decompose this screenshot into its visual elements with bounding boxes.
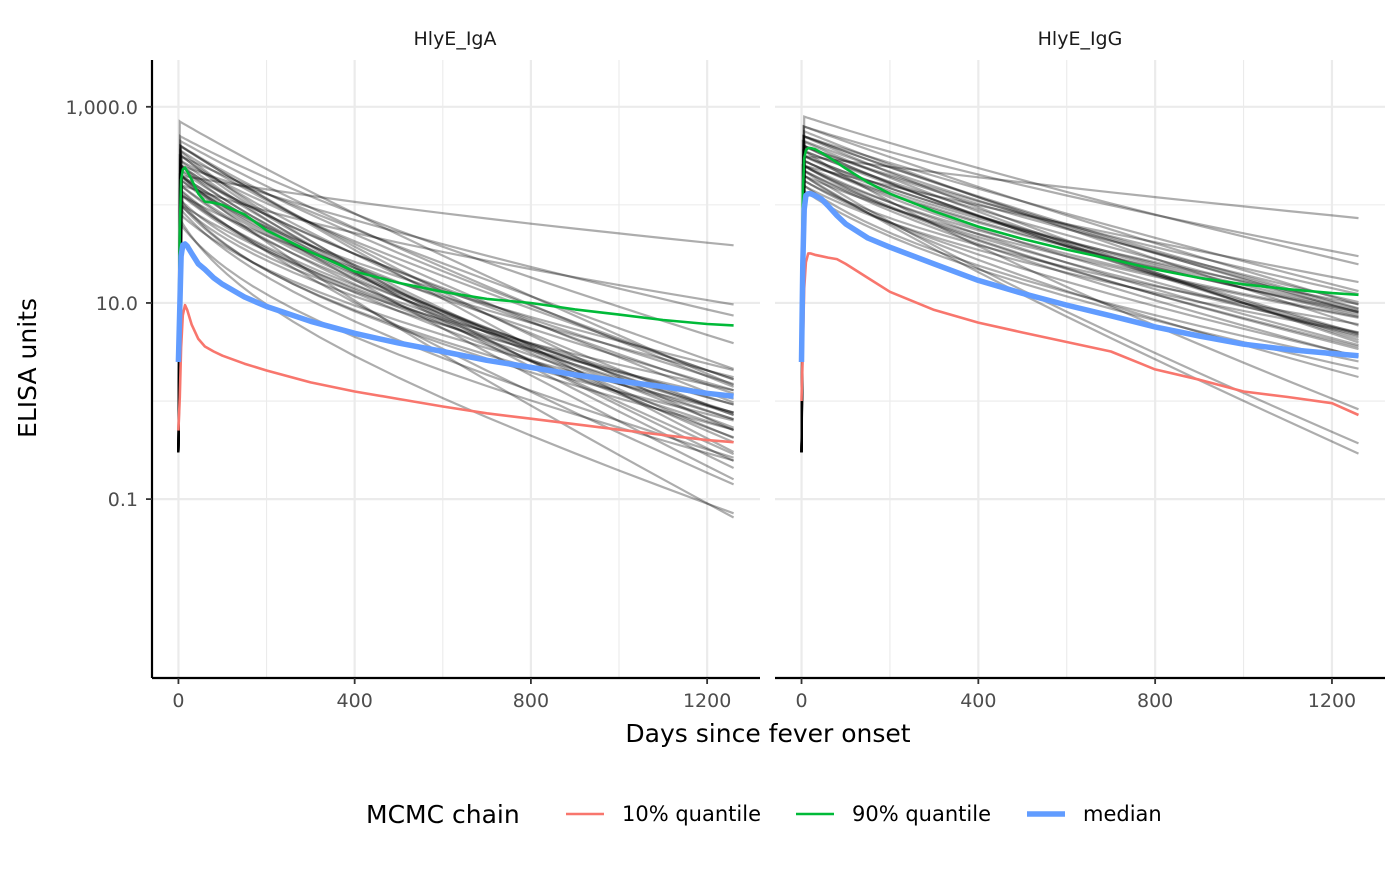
iteration-line: [800, 134, 1359, 453]
iteration-line: [177, 148, 734, 453]
x-tick-label: 1200: [1308, 690, 1356, 712]
panel-title-hlye-iga: HlyE_IgA: [414, 28, 497, 50]
iteration-line: [177, 167, 735, 456]
x-tick-label: 0: [172, 690, 184, 712]
x-tick-label: 800: [1137, 690, 1173, 712]
q90-line: [177, 166, 734, 361]
iteration-line: [177, 143, 734, 453]
iteration-line: [177, 221, 734, 462]
iteration-lines-hlye-iga: [177, 119, 735, 519]
grid-hlye-igg: [775, 60, 1385, 678]
iteration-line: [800, 134, 1359, 453]
iteration-line: [177, 153, 735, 453]
median-line: [798, 190, 1359, 363]
iteration-line: [800, 124, 1359, 453]
y-tick-label: 0.1: [108, 489, 138, 511]
x-tick-label: 400: [960, 690, 996, 712]
y-tick-label: 10.0: [96, 293, 138, 315]
y-axis-title: ELISA units: [13, 298, 42, 438]
panel-title-hlye-igg: HlyE_IgG: [1038, 28, 1123, 50]
x-tick-label: 1200: [683, 690, 731, 712]
iteration-line: [800, 115, 1359, 453]
iteration-line: [177, 154, 734, 453]
q10-line: [800, 252, 1360, 417]
legend-label-10pct: 10% quantile: [622, 802, 761, 826]
iteration-line: [177, 144, 735, 453]
panel-hlye-igg: HlyE_IgG: [775, 28, 1385, 678]
iteration-line: [177, 139, 735, 453]
iteration-line: [177, 158, 735, 469]
legend-title: MCMC chain: [366, 800, 520, 829]
axes: 0 400 800 1200 0.1 10.0 1,000.0 0 400 800 1200: [65, 60, 1385, 712]
iteration-line: [800, 129, 1359, 453]
legend: MCMC chain 10% quantile 90% quantile med…: [366, 800, 1162, 829]
q10-line: [177, 303, 734, 444]
legend-label-90pct: 90% quantile: [852, 802, 991, 826]
iteration-line: [177, 158, 734, 453]
summary-lines-hlye-igg: [798, 146, 1360, 417]
iteration-line: [800, 149, 1359, 453]
summary-lines-hlye-iga: [175, 166, 734, 444]
median-line: [175, 241, 734, 399]
iteration-line: [800, 134, 1359, 453]
x-tick-label: 400: [337, 690, 373, 712]
x-tick-label: 0: [795, 690, 807, 712]
x-tick-label: 800: [513, 690, 549, 712]
panel-hlye-iga: HlyE_IgA: [152, 28, 760, 678]
y-tick-label: 1,000.0: [65, 97, 138, 119]
iteration-line: [177, 119, 735, 453]
iteration-line: [177, 163, 734, 453]
iteration-lines-hlye-igg: [800, 115, 1359, 455]
grid-hlye-iga: [152, 60, 760, 678]
iteration-line: [800, 124, 1359, 453]
x-axis-title: Days since fever onset: [625, 719, 910, 748]
q90-line: [800, 146, 1359, 363]
iteration-line: [800, 134, 1359, 453]
iteration-line: [177, 143, 735, 453]
iteration-line: [177, 134, 734, 453]
iteration-line: [177, 148, 735, 462]
legend-label-median: median: [1083, 802, 1162, 826]
